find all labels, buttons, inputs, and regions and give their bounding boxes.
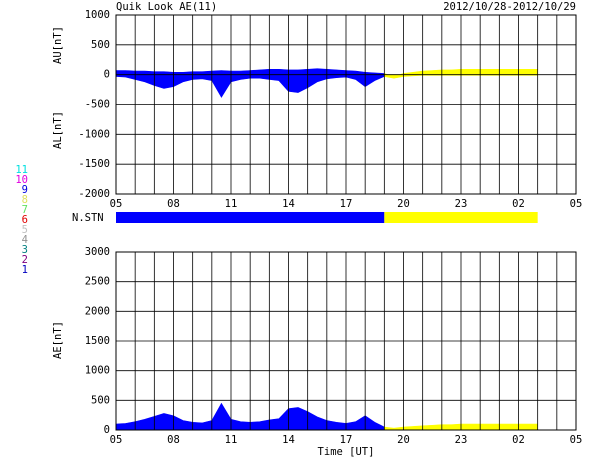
x-tick-label: 05: [570, 434, 583, 446]
plot-frame: [115, 14, 577, 195]
y-tick-label: 2000: [85, 305, 110, 317]
nstn-label: N.STN: [72, 212, 104, 224]
y-tick-label: 0: [104, 69, 110, 81]
x-tick-label: 05: [570, 198, 583, 210]
y-axis-label: AL[nT]: [52, 111, 64, 149]
date-range: 2012/10/28-2012/10/29: [443, 1, 576, 13]
y-tick-label: 0: [104, 424, 110, 436]
y-tick-label: 2500: [85, 276, 110, 288]
y-tick-label: 500: [91, 394, 110, 406]
x-tick-label: 05: [110, 198, 123, 210]
x-tick-label: 20: [397, 434, 410, 446]
nstn-segment: [384, 212, 538, 223]
station-number: 4: [22, 234, 28, 246]
area: [115, 74, 385, 98]
y-tick-label: 3000: [85, 246, 110, 258]
nstn-segment: [116, 212, 385, 223]
x-tick-label: 02: [512, 198, 525, 210]
y-tick-label: -1500: [78, 158, 110, 170]
station-number: 9: [22, 184, 28, 196]
x-axis-label: Time [UT]: [318, 446, 375, 458]
plot-frame: [115, 251, 577, 431]
x-tick-label: 02: [512, 434, 525, 446]
station-number: 6: [22, 214, 28, 226]
y-tick-label: -1000: [78, 128, 110, 140]
x-tick-label: 14: [282, 434, 295, 446]
station-number: 7: [22, 204, 28, 216]
y-tick-label: 500: [91, 39, 110, 51]
x-tick-label: 08: [167, 434, 180, 446]
station-number: 3: [22, 244, 28, 256]
x-tick-label: 17: [340, 434, 353, 446]
title: Quik Look AE(11): [116, 1, 217, 13]
x-tick-label: 23: [455, 434, 468, 446]
x-tick-label: 20: [397, 198, 410, 210]
y-tick-label: -500: [85, 99, 110, 111]
y-tick-label: -2000: [78, 188, 110, 200]
x-tick-label: 11: [225, 198, 238, 210]
y-tick-label: 1500: [85, 335, 110, 347]
x-tick-label: 23: [455, 198, 468, 210]
station-number: 1: [22, 264, 28, 276]
station-number: 10: [15, 174, 28, 186]
x-tick-label: 11: [225, 434, 238, 446]
station-number: 8: [22, 194, 28, 206]
area: [115, 402, 385, 431]
y-tick-label: 1000: [85, 365, 110, 377]
y-axis-label: AU[nT]: [52, 26, 64, 64]
y-axis-label: AE[nT]: [52, 321, 64, 359]
x-tick-label: 05: [110, 434, 123, 446]
station-number: 5: [22, 224, 28, 236]
x-tick-label: 14: [282, 198, 295, 210]
station-number: 11: [15, 164, 28, 176]
x-tick-label: 17: [340, 198, 353, 210]
x-tick-label: 08: [167, 198, 180, 210]
station-number: 2: [22, 254, 28, 266]
y-tick-label: 1000: [85, 9, 110, 21]
